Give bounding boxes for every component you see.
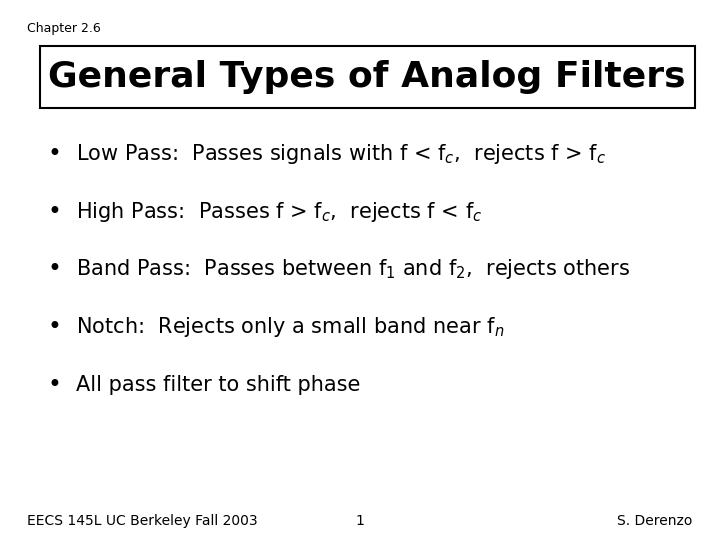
- Text: Chapter 2.6: Chapter 2.6: [27, 22, 101, 35]
- Text: 1: 1: [356, 514, 364, 528]
- Text: •: •: [47, 142, 61, 166]
- Text: General Types of Analog Filters: General Types of Analog Filters: [48, 60, 686, 94]
- Text: High Pass:  Passes f > f$_c$,  rejects f < f$_c$: High Pass: Passes f > f$_c$, rejects f <…: [76, 200, 482, 224]
- Text: All pass filter to shift phase: All pass filter to shift phase: [76, 375, 360, 395]
- Text: Low Pass:  Passes signals with f < f$_c$,  rejects f > f$_c$: Low Pass: Passes signals with f < f$_c$,…: [76, 142, 606, 166]
- Text: Notch:  Rejects only a small band near f$_n$: Notch: Rejects only a small band near f$…: [76, 315, 504, 339]
- Text: •: •: [47, 258, 61, 281]
- FancyBboxPatch shape: [40, 46, 695, 108]
- Text: •: •: [47, 315, 61, 339]
- Text: S. Derenzo: S. Derenzo: [617, 514, 693, 528]
- Text: Band Pass:  Passes between f$_1$ and f$_2$,  rejects others: Band Pass: Passes between f$_1$ and f$_2…: [76, 258, 630, 281]
- Text: •: •: [47, 373, 61, 397]
- Text: •: •: [47, 200, 61, 224]
- Text: EECS 145L UC Berkeley Fall 2003: EECS 145L UC Berkeley Fall 2003: [27, 514, 258, 528]
